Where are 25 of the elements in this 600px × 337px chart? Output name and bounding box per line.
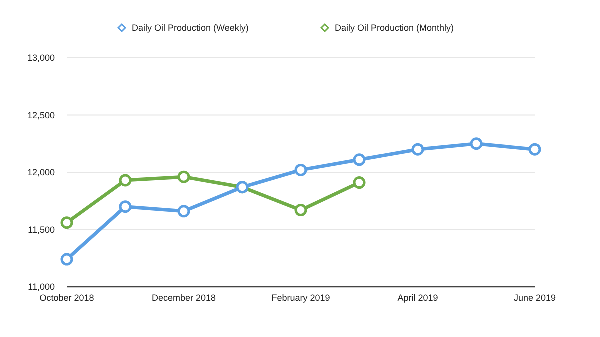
point	[412, 143, 424, 156]
legend-label: Daily Oil Production (Monthly)	[335, 23, 454, 34]
point	[470, 138, 483, 150]
point	[353, 176, 366, 190]
point	[178, 205, 190, 218]
point	[353, 154, 366, 166]
y-tick-label: 11,000	[28, 282, 55, 292]
point	[294, 164, 308, 176]
x-tick-label: June 2019	[514, 293, 556, 303]
legend-label: Daily Oil Production (Weekly)	[132, 23, 249, 34]
x-tick-label: October 2018	[40, 293, 94, 303]
x-tick-label: April 2019	[398, 293, 438, 303]
point	[178, 170, 190, 184]
point	[119, 200, 132, 214]
point	[60, 216, 74, 230]
y-tick-label: 12,500	[27, 110, 55, 120]
y-tick-label: 11,500	[28, 224, 55, 235]
x-tick-label: February 2019	[272, 293, 330, 303]
point	[119, 174, 132, 187]
y-tick-label: 13,000	[27, 53, 55, 64]
y-tick-label: 12,000	[27, 168, 55, 178]
point	[528, 143, 542, 156]
point	[294, 204, 308, 217]
point	[60, 253, 74, 266]
x-tick-label: December 2018	[152, 293, 216, 303]
